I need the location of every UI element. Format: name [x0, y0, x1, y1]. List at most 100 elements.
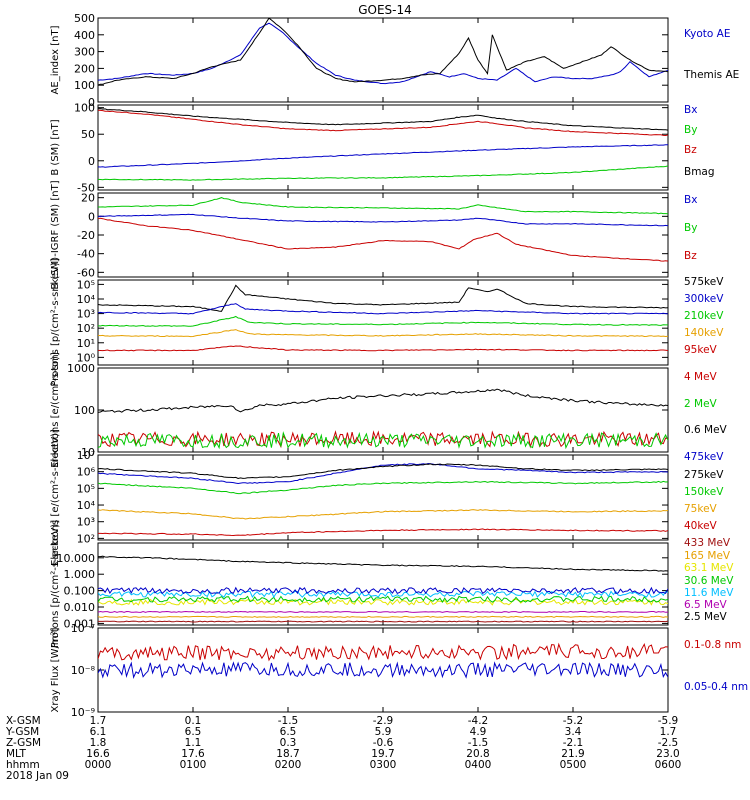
- x-column-value: 21.9: [561, 748, 584, 760]
- y-tick-label: 100: [74, 102, 95, 115]
- legend-bdiff-0: Bx: [684, 194, 697, 206]
- y-tick-label: 0.100: [64, 585, 96, 598]
- series-line-protons1-2: [98, 315, 668, 327]
- series-group: [98, 462, 668, 537]
- x-column-value: 6.5: [280, 726, 297, 738]
- legend-protons2-4: 11.6 MeV: [684, 587, 734, 599]
- panel-bsm: 100 50 0 -50 B (SM) [nT] Bx By Bz Bmag: [50, 102, 715, 195]
- legend-electrons2-4: 40keV: [684, 520, 718, 532]
- x-column-value: 0500: [560, 759, 587, 771]
- series-line-protons1-4: [98, 345, 668, 352]
- x-row-label: X-GSM: [6, 715, 41, 727]
- y-tick-label: -20: [77, 229, 95, 242]
- series-line-electrons1-1: [98, 431, 668, 450]
- x-row-label: hhmm: [6, 759, 40, 771]
- x-column-value: 0600: [655, 759, 682, 771]
- y-tick-label: 50: [81, 128, 95, 141]
- legend-electrons2-1: 275keV: [684, 469, 724, 481]
- legend-bdiff-1: By: [684, 222, 697, 234]
- x-column-value: 0.3: [280, 737, 297, 749]
- x-column-value: 1.7: [90, 715, 107, 727]
- x-column-value: 0.1: [185, 715, 202, 727]
- y-tick-label: 0: [88, 210, 95, 223]
- y-tick-label: 10: [81, 446, 95, 459]
- x-column-value: 0300: [370, 759, 397, 771]
- y-axis-label: AE_index [nT]: [50, 25, 61, 94]
- series-line-protons1-0: [98, 284, 668, 312]
- series-line-protons2-5: [98, 610, 668, 613]
- panel-xray: 10⁻⁷ 10⁻⁸ 10⁻⁹ Xray Flux [W/m²] 0.1-0.8 nm 0.…: [50, 622, 748, 719]
- series-group: [98, 284, 668, 352]
- y-tick-label: 500: [74, 12, 95, 25]
- series-line-ae-1: [98, 18, 668, 86]
- x-column-value: 6.5: [185, 726, 202, 738]
- y-tick-label: 10¹: [77, 337, 95, 350]
- legend-bsm-0: Bx: [684, 104, 697, 116]
- y-tick-label: 10²: [77, 532, 95, 545]
- y-axis-label: Xray Flux [W/m²]: [50, 627, 61, 712]
- x-column-value: -1.5: [468, 737, 489, 749]
- series-line-protons2-3: [98, 595, 668, 603]
- x-row-label: MLT: [6, 748, 26, 760]
- legend-ae-1: Themis AE: [683, 69, 739, 81]
- y-tick-label: 20: [81, 192, 95, 205]
- figure-title: GOES-14: [358, 3, 412, 17]
- series-line-bsm-1: [98, 165, 668, 181]
- x-row-label: 2018 Jan 09: [6, 770, 69, 782]
- x-row-label: Y-GSM: [5, 726, 39, 738]
- series-group: [98, 388, 668, 450]
- y-tick-label: 10⁻⁹: [71, 706, 95, 719]
- panel-ae: 500 400 300 200 100 0 AE_index [nT] Kyoto AE The…: [50, 12, 739, 109]
- y-axis-label: Electrons [e/(cm²-s-sr-keV)]: [50, 429, 61, 566]
- y-axis-label: Electrons [e/(cm²-s-sr)]: [50, 352, 61, 468]
- x-column-value: 19.7: [371, 748, 394, 760]
- series-line-bdiff-0: [98, 213, 668, 227]
- y-tick-label: -60: [77, 266, 95, 279]
- panel-frame: [97, 17, 669, 103]
- x-column-value: 1.1: [185, 737, 202, 749]
- series-group: [98, 555, 668, 623]
- x-column-value: -5.9: [658, 715, 679, 727]
- legend-bdiff-2: Bz: [684, 250, 697, 262]
- y-tick-label: 10⁰: [77, 351, 96, 364]
- series-line-protons2-1: [98, 615, 668, 618]
- legend-protons1-3: 140keV: [684, 327, 724, 339]
- series-line-bsm-3: [98, 108, 668, 131]
- y-tick-label: 400: [74, 29, 95, 42]
- series-line-protons2-2: [98, 598, 668, 606]
- y-tick-label: -40: [77, 248, 95, 261]
- legend-protons2-0: 433 MeV: [684, 537, 731, 549]
- x-column-value: -2.9: [373, 715, 394, 727]
- y-axis-label: B (SM)-IGRF (SM) [nT]: [50, 180, 61, 289]
- x-column-value: 0400: [465, 759, 492, 771]
- legend-bsm-1: By: [684, 124, 697, 136]
- legend-ae-0: Kyoto AE: [684, 28, 730, 40]
- legend-protons2-2: 63.1 MeV: [684, 562, 734, 574]
- y-tick-label: 10⁻⁸: [71, 664, 96, 677]
- series-line-electrons2-1: [98, 463, 668, 480]
- y-tick-label: 300: [74, 46, 95, 59]
- y-tick-label: 1.000: [64, 568, 96, 581]
- x-column-value: 5.9: [375, 726, 392, 738]
- y-tick-label: 1000: [67, 362, 95, 375]
- series-line-electrons2-0: [98, 462, 668, 485]
- legend-protons2-6: 2.5 MeV: [684, 611, 728, 623]
- y-axis-label: B (SM) [nT]: [50, 119, 61, 175]
- series-line-xray-0: [98, 642, 668, 662]
- y-tick-label: 200: [74, 62, 95, 75]
- legend-xray-1: 0.05-0.4 nm: [684, 681, 748, 693]
- series-line-protons1-1: [98, 303, 668, 315]
- y-tick-label: 10²: [77, 322, 95, 335]
- x-column-value: 0200: [275, 759, 302, 771]
- series-group: [98, 108, 668, 181]
- y-tick-label: 10⁴: [77, 293, 96, 306]
- x-column-value: 16.6: [86, 748, 110, 760]
- x-column-value: -1.5: [278, 715, 299, 727]
- y-tick-label: 10⁷: [77, 449, 95, 462]
- legend-electrons1-1: 2 MeV: [684, 398, 718, 410]
- series-line-protons2-6: [98, 555, 668, 572]
- legend-electrons1-2: 0.6 MeV: [684, 424, 728, 436]
- series-line-electrons2-2: [98, 480, 668, 495]
